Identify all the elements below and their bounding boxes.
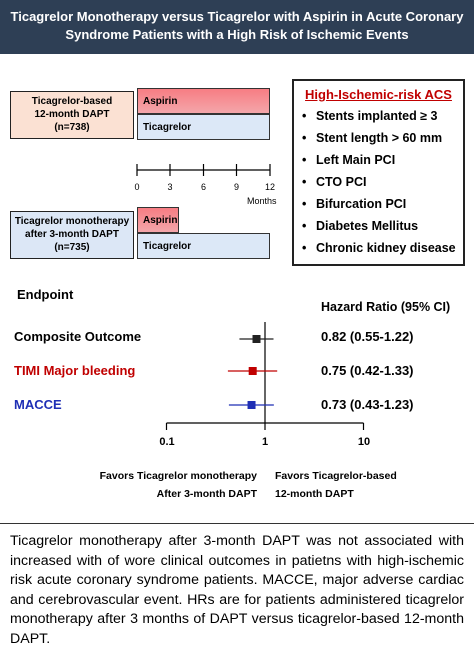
arm-mono-line-1: Ticagrelor monotherapy (14, 216, 130, 227)
ticagrelor-bar-monotherapy: Ticagrelor (137, 233, 270, 259)
favors-right-line-1: Favors Ticagrelor-based (275, 470, 397, 482)
arm-box-monotherapy: Ticagrelor monotherapy after 3-month DAP… (10, 211, 134, 259)
hazard-ratio-macce: 0.73 (0.43-1.23) (321, 397, 414, 412)
axis-tick-label-1: 1 (261, 436, 269, 448)
aspirin-bar-3-month: Aspirin (137, 207, 179, 233)
point-estimate (247, 401, 256, 409)
bullet-icon: • (302, 219, 307, 233)
axis-tick-label-10: 10 (357, 436, 371, 448)
hazard-ratio-composite: 0.82 (0.55-1.22) (321, 329, 414, 344)
risk-item: • Stents implanted ≥ 3 (302, 105, 455, 127)
endpoint-header: Endpoint (17, 287, 74, 302)
timeline-tick-12: 12 (264, 182, 276, 192)
bullet-icon: • (302, 241, 307, 255)
risk-item: • Stent length > 60 mm (302, 127, 455, 149)
favors-left-line-2: After 3-month DAPT (156, 488, 257, 500)
bullet-icon: • (302, 197, 307, 211)
favors-dapt-label: Favors Ticagrelor-based 12-month DAPT (275, 467, 435, 503)
figure-caption: Ticagrelor monotherapy after 3-month DAP… (0, 523, 474, 656)
arm-dapt-line-2: 12-month DAPT (34, 109, 110, 120)
endpoint-label-bleeding: TIMI Major bleeding (14, 363, 136, 378)
point-estimate (248, 367, 257, 375)
title-line-2: Syndrome Patients with a High Risk of Is… (65, 27, 409, 42)
axis-tick-label-0.1: 0.1 (159, 436, 175, 448)
risk-item-text: Stents implanted ≥ 3 (316, 109, 438, 123)
risk-item-text: Bifurcation PCI (316, 197, 407, 211)
bullet-icon: • (302, 131, 307, 145)
title-line-1: Ticagrelor Monotherapy versus Ticagrelor… (10, 9, 464, 24)
timeline-tick-6: 6 (200, 182, 207, 192)
favors-monotherapy-label: Favors Ticagrelor monotherapy After 3-mo… (85, 467, 257, 503)
favors-right-line-2: 12-month DAPT (275, 488, 354, 500)
hazard-ratio-header: Hazard Ratio (95% CI) (321, 300, 451, 314)
risk-item-text: Chronic kidney disease (316, 241, 456, 255)
aspirin-bar-label: Aspirin (143, 95, 178, 107)
risk-item: • CTO PCI (302, 171, 455, 193)
ticagrelor-bar-label: Ticagrelor (143, 121, 192, 133)
point-estimate (252, 335, 261, 343)
endpoint-label-composite: Composite Outcome (14, 329, 142, 344)
bullet-icon: • (302, 175, 307, 189)
ticagrelor-bar-12-month: Ticagrelor (137, 114, 270, 140)
arm-dapt-line-1: Ticagrelor-based (31, 96, 113, 107)
arm-dapt-line-3: (n=738) (54, 122, 90, 133)
hazard-ratio-bleeding: 0.75 (0.42-1.33) (321, 363, 414, 378)
aspirin-bar-12-month: Aspirin (137, 88, 270, 114)
risk-item-text: Diabetes Mellitus (316, 219, 419, 233)
bullet-icon: • (302, 109, 307, 123)
timeline-unit-label: Months (247, 196, 277, 206)
favors-left-line-1: Favors Ticagrelor monotherapy (99, 470, 257, 482)
arm-mono-line-2: after 3-month DAPT (25, 229, 119, 240)
title-banner: Ticagrelor Monotherapy versus Ticagrelor… (0, 0, 474, 54)
risk-item: • Left Main PCI (302, 149, 455, 171)
risk-item-text: Stent length > 60 mm (316, 131, 443, 145)
timeline-tick-9: 9 (233, 182, 240, 192)
arm-box-dapt: Ticagrelor-based 12-month DAPT (n=738) (10, 91, 134, 139)
risk-item-text: Left Main PCI (316, 153, 396, 167)
aspirin-bar-label: Aspirin (143, 214, 178, 226)
arm-mono-line-3: (n=735) (54, 242, 90, 253)
risk-item: • Bifurcation PCI (302, 193, 455, 215)
ticagrelor-bar-label: Ticagrelor (143, 240, 192, 252)
risk-item-text: CTO PCI (316, 175, 367, 189)
risk-item: • Chronic kidney disease (302, 237, 456, 259)
risk-title: High-Ischemic-risk ACS (305, 87, 452, 102)
endpoint-label-macce: MACCE (14, 397, 62, 412)
risk-item: • Diabetes Mellitus (302, 215, 455, 237)
high-risk-criteria-box: High-Ischemic-risk ACS • Stents implanted… (292, 79, 465, 266)
timeline-tick-3: 3 (167, 182, 173, 192)
timeline-tick-0: 0 (134, 182, 140, 192)
bullet-icon: • (302, 153, 307, 167)
